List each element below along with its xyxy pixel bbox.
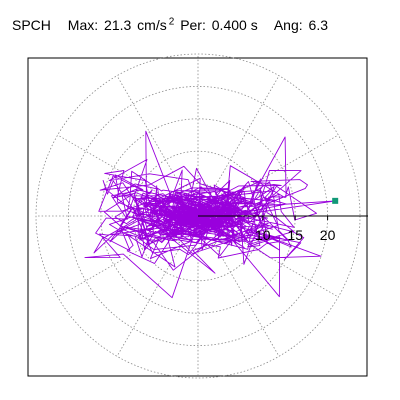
- max-unit: cm/s 2: [137, 16, 175, 33]
- radial-axis: 10 15 20: [198, 215, 368, 243]
- grid-spoke: [213, 243, 280, 357]
- per-value: 0.400 s: [211, 16, 258, 33]
- radial-tick-label: 15: [287, 227, 303, 243]
- trace-path: [84, 130, 336, 299]
- max-value: 21.3: [104, 16, 132, 33]
- station-code: SPCH: [12, 16, 51, 33]
- grid-spoke: [116, 243, 183, 357]
- plot-frame: [27, 57, 368, 377]
- grid-spoke: [116, 75, 183, 189]
- radial-tick-label: 10: [255, 227, 271, 243]
- grid-spoke: [225, 231, 339, 298]
- max-marker-group: [332, 197, 339, 204]
- grid-spoke: [213, 75, 280, 189]
- ang-label: Ang:: [273, 16, 303, 33]
- max-marker: [332, 197, 339, 204]
- radial-tick-label: 20: [320, 227, 336, 243]
- motion-trace: [84, 130, 336, 299]
- per-label: Per:: [180, 16, 206, 33]
- grid-spoke: [57, 134, 171, 201]
- grid-spoke: [225, 134, 339, 201]
- chart-header: SPCH Max: 21.3 cm/s 2 Per: 0.400 s Ang: 6…: [12, 16, 330, 33]
- max-label: Max:: [67, 16, 99, 33]
- ang-value: 6.3: [308, 16, 328, 33]
